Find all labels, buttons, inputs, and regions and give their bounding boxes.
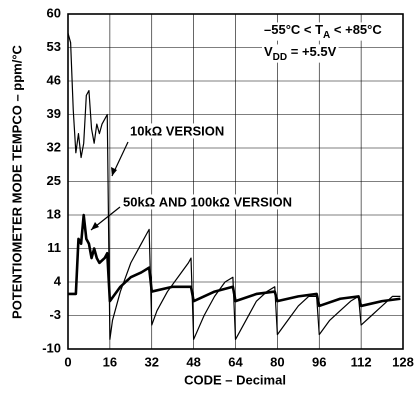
arrow-head (91, 222, 99, 230)
x-tick-label: 112 (351, 354, 372, 369)
plot-frame (67, 13, 404, 350)
arrow-head (111, 167, 117, 176)
series-label: 10kΩ VERSION (130, 123, 224, 138)
condition-part: = +5.5V (287, 44, 336, 59)
label-background (262, 22, 385, 41)
y-tick-label: 4 (54, 273, 62, 288)
subscript: DD (273, 52, 287, 63)
x-tick-label: 16 (103, 354, 117, 369)
y-axis-label: POTENTIOMETER MODE TEMPCO – ppm/°C (9, 44, 24, 318)
condition-part: < +85°C (330, 22, 382, 37)
x-tick-label: 48 (186, 354, 200, 369)
label-background (262, 44, 339, 63)
x-tick-label: 128 (392, 354, 414, 369)
condition-part: V (264, 44, 273, 59)
y-tick-label: 53 (47, 39, 61, 54)
x-tick-label: 32 (145, 354, 159, 369)
y-tick-label: 32 (47, 139, 61, 154)
x-tick-label: 64 (228, 354, 243, 369)
x-tick-label: 96 (312, 354, 326, 369)
y-tick-label: 18 (47, 206, 61, 221)
y-tick-label: 46 (47, 72, 61, 87)
y-tick-label: -10 (42, 340, 61, 355)
condition-text: –55°C < TA < +85°C (264, 22, 382, 40)
series-line (68, 213, 401, 308)
label-background (128, 123, 227, 139)
subscript: A (323, 30, 330, 41)
y-tick-label: 25 (47, 173, 61, 188)
y-tick-label: 39 (47, 106, 61, 121)
y-tick-label: 11 (47, 240, 61, 255)
series-label: 50kΩ AND 100kΩ VERSION (123, 194, 292, 209)
x-tick-label: 0 (64, 354, 71, 369)
x-axis-label: CODE – Decimal (184, 372, 286, 387)
y-tick-label: -3 (49, 307, 61, 322)
x-tick-label: 80 (270, 354, 284, 369)
series-line (67, 32, 401, 341)
y-tick-label: 60 (47, 5, 61, 20)
condition-part: –55°C < T (264, 22, 323, 37)
condition-text: VDD = +5.5V (264, 44, 337, 62)
label-background (121, 194, 294, 210)
